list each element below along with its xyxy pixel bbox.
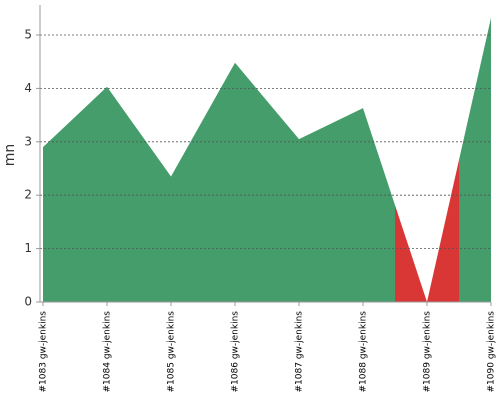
x-tick-label: #1087 gw-jenkins <box>295 311 305 393</box>
x-tick-label: #1085 gw-jenkins <box>167 311 177 393</box>
area-segment <box>203 62 267 302</box>
y-tick-label: 5 <box>24 28 32 42</box>
area-segment <box>75 86 139 302</box>
y-tick-label: 1 <box>24 241 32 255</box>
x-tick-label: #1084 gw-jenkins <box>103 311 113 393</box>
area-segment <box>395 159 459 302</box>
x-tick-label: #1090 gw-jenkins <box>487 311 497 393</box>
y-tick-label: 0 <box>24 295 32 309</box>
area-segment <box>331 108 395 303</box>
area-segment <box>139 119 203 302</box>
x-tick-label: #1083 gw-jenkins <box>39 311 49 393</box>
area-segment <box>459 17 491 303</box>
y-tick-label: 2 <box>24 188 32 202</box>
y-axis-label: mn <box>2 144 18 167</box>
x-tick-label: #1086 gw-jenkins <box>231 311 241 393</box>
area-segment <box>267 100 331 302</box>
area-segment <box>43 116 75 303</box>
y-tick-label: 4 <box>24 81 32 95</box>
x-tick-label: #1089 gw-jenkins <box>423 311 433 393</box>
y-tick-label: 3 <box>24 134 32 148</box>
x-tick-label: #1088 gw-jenkins <box>359 311 369 393</box>
